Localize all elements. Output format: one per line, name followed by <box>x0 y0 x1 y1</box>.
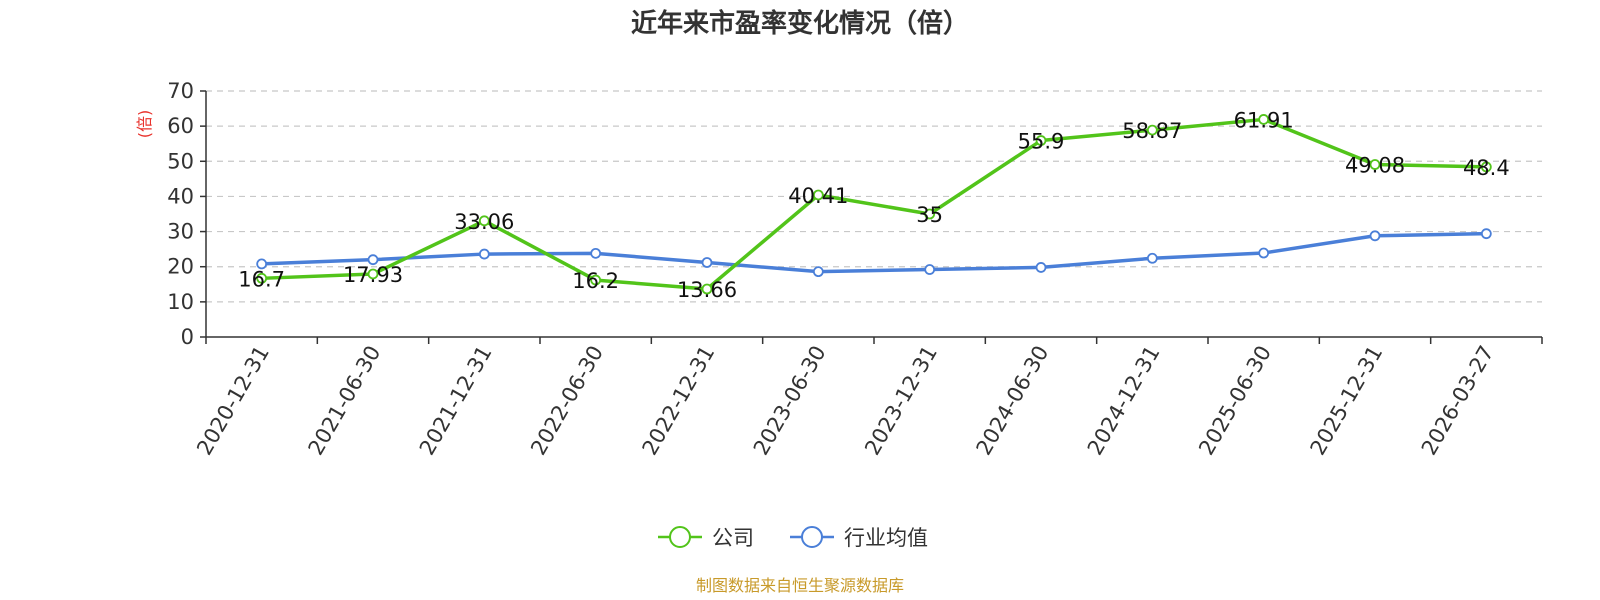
data-point[interactable] <box>1369 159 1381 170</box>
grid-lines <box>206 90 1542 303</box>
series-line <box>261 231 1487 274</box>
data-point[interactable] <box>590 274 602 286</box>
data-point[interactable] <box>701 257 713 268</box>
series-0 <box>256 114 1492 295</box>
series-line <box>261 117 1487 291</box>
data-point[interactable] <box>256 272 268 284</box>
y-tick-label: 10 <box>167 290 194 314</box>
legend-label: 行业均值 <box>844 526 928 550</box>
legend-marker <box>801 526 823 548</box>
data-point[interactable] <box>590 247 602 259</box>
data-point[interactable] <box>1258 114 1270 125</box>
data-point[interactable] <box>1035 135 1047 146</box>
y-axis-label: (倍) <box>135 110 154 139</box>
y-tick-label: 50 <box>167 149 194 173</box>
data-label: 33.06 <box>454 210 514 234</box>
legend-item-0[interactable]: 公司 <box>658 526 754 550</box>
series-layer: 16.7 17.93 33.06 16.2 13.66 40.41 35 55.9 58.87 6… <box>238 108 1509 302</box>
data-label: 49.08 <box>1345 154 1405 178</box>
source-note: 制图数据来自恒生聚源数据库 <box>696 576 904 595</box>
x-tick-label: 2021-06-30 <box>304 342 386 460</box>
data-point[interactable] <box>367 268 379 280</box>
data-point[interactable] <box>1480 161 1492 173</box>
x-tick-label: 2025-12-31 <box>1306 342 1388 460</box>
y-tick-label: 30 <box>167 220 194 244</box>
y-tick-label: 70 <box>167 79 194 103</box>
y-axis-ticks: 0 10 20 30 40 50 60 70 <box>167 79 207 349</box>
data-label: 16.7 <box>238 267 285 291</box>
legend-label: 公司 <box>712 526 754 550</box>
x-tick-label: 2022-12-31 <box>638 342 720 460</box>
legend[interactable]: 公司 行业均值 <box>658 526 928 550</box>
data-point[interactable] <box>1035 262 1047 273</box>
data-label: 35 <box>916 203 943 227</box>
x-tick-label: 2024-12-31 <box>1083 342 1165 460</box>
data-point[interactable] <box>1258 247 1270 259</box>
x-tick-label: 2023-12-31 <box>860 342 942 460</box>
x-tick-label: 2025-06-30 <box>1194 342 1276 460</box>
x-tick-label: 2021-12-31 <box>415 342 497 460</box>
series-1 <box>256 228 1492 278</box>
data-point[interactable] <box>367 254 379 266</box>
data-point[interactable] <box>924 264 936 275</box>
data-label: 58.87 <box>1122 119 1182 143</box>
x-tick-label: 2020-12-31 <box>192 342 274 460</box>
data-label: 17.93 <box>343 263 403 287</box>
data-point[interactable] <box>1146 124 1158 136</box>
chart-title: 近年来市盈率变化情况（倍） <box>631 8 969 39</box>
legend-marker <box>669 526 691 548</box>
data-label: 13.66 <box>677 278 737 302</box>
x-tick-label: 2022-06-30 <box>526 342 608 460</box>
data-label: 61.91 <box>1234 108 1294 132</box>
data-point[interactable] <box>701 283 713 295</box>
x-tick-label: 2023-06-30 <box>749 342 831 460</box>
y-tick-label: 20 <box>167 255 194 279</box>
data-point[interactable] <box>924 208 936 220</box>
legend-item-1[interactable]: 行业均值 <box>790 526 928 550</box>
y-tick-label: 40 <box>167 184 194 208</box>
data-point[interactable] <box>1146 252 1158 264</box>
y-tick-label: 0 <box>181 325 194 349</box>
data-labels-0: 16.7 17.93 33.06 16.2 13.66 40.41 35 55.9 58.87 6… <box>238 108 1509 302</box>
x-axis: 2020-12-31 2021-06-30 2021-12-31 2022-06-30… <box>192 336 1543 460</box>
data-label: 16.2 <box>572 269 619 293</box>
data-point[interactable] <box>256 258 268 270</box>
x-tick-label: 2026-03-27 <box>1417 342 1499 460</box>
data-point[interactable] <box>1369 230 1381 242</box>
data-label: 55.9 <box>1018 130 1065 154</box>
data-point[interactable] <box>812 266 824 278</box>
y-tick-label: 60 <box>167 114 194 138</box>
data-point[interactable] <box>478 215 490 227</box>
data-point[interactable] <box>812 189 824 201</box>
x-tick-label: 2024-06-30 <box>972 342 1054 460</box>
data-point[interactable] <box>478 248 490 260</box>
data-label: 40.41 <box>788 184 848 208</box>
data-point[interactable] <box>1480 228 1492 240</box>
data-label: 48.4 <box>1463 156 1510 180</box>
